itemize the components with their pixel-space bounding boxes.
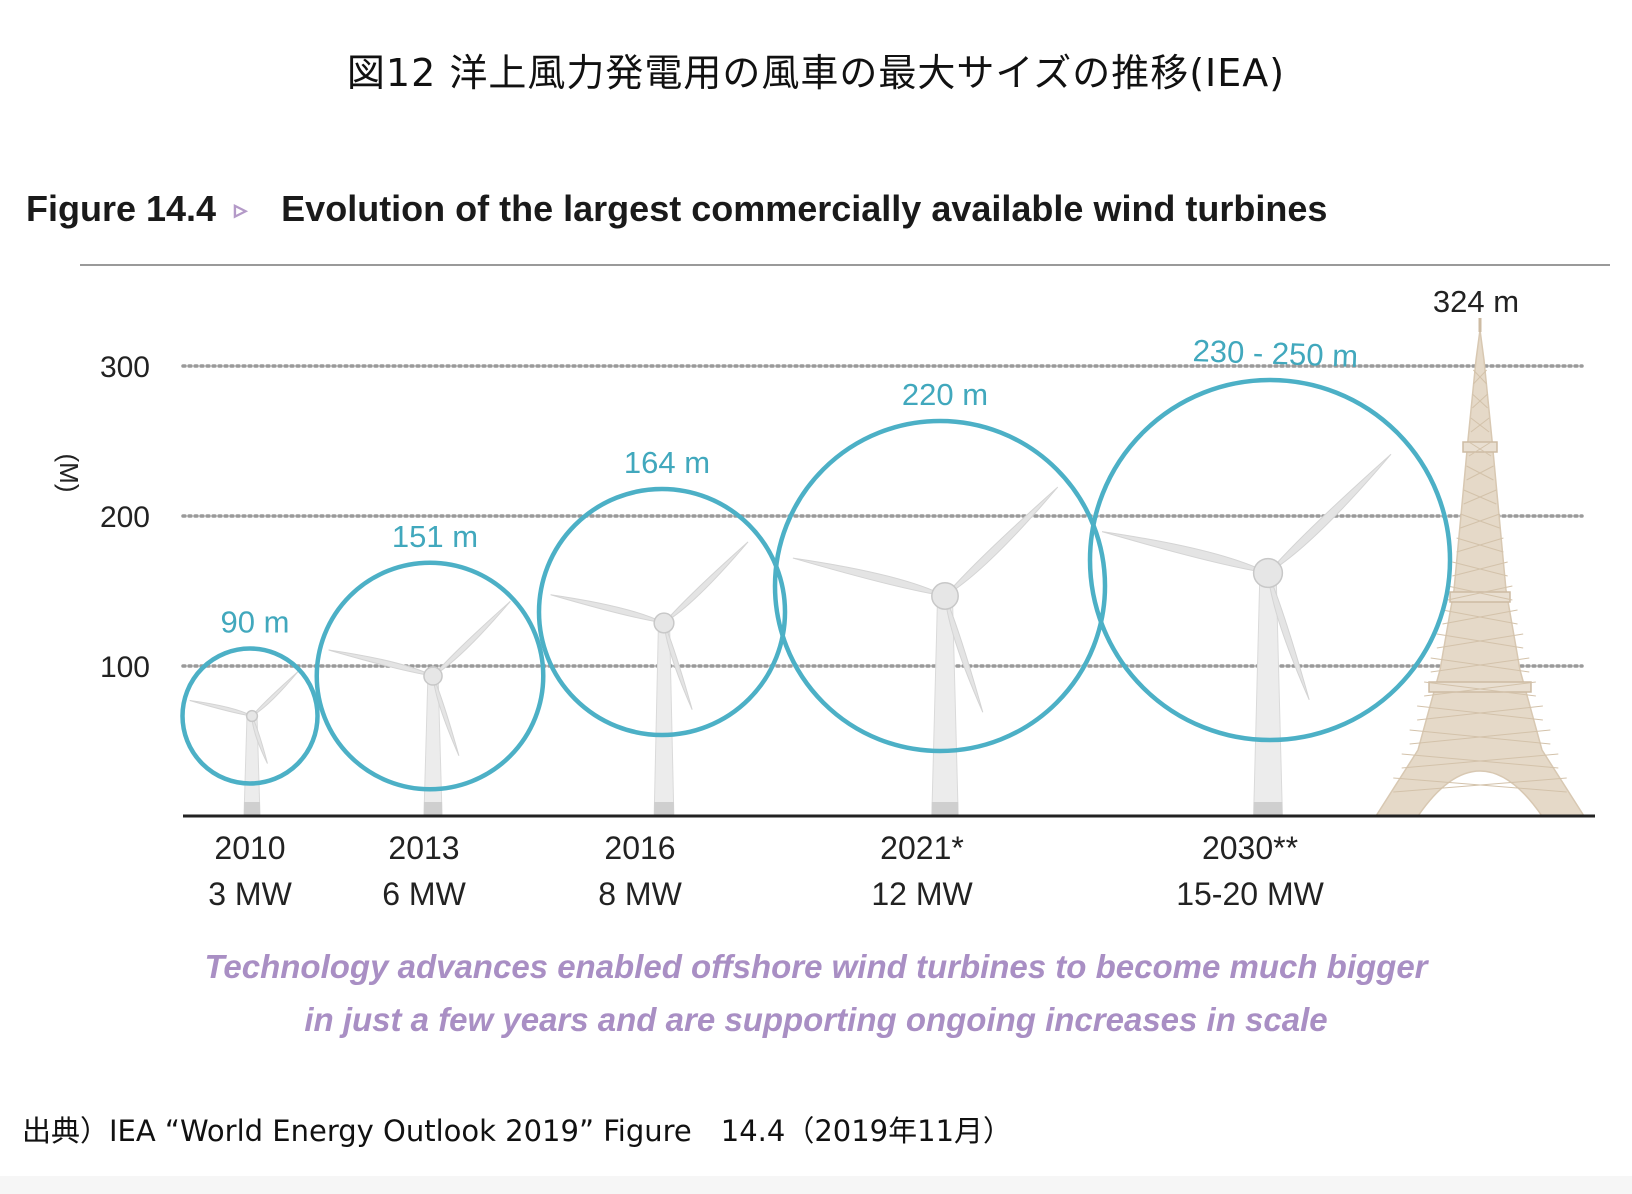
page-title: 図12 洋上風力発電用の風車の最大サイズの推移(IEA) bbox=[346, 51, 1286, 95]
turbine-blade bbox=[1101, 531, 1269, 574]
rotor-size-label: 230 - 250 m bbox=[1192, 333, 1359, 374]
category-year-label: 2013 bbox=[388, 830, 459, 866]
figure-number: Figure 14.4 bbox=[26, 188, 217, 229]
category-year-label: 2030** bbox=[1202, 830, 1298, 866]
turbine-blade bbox=[328, 649, 434, 677]
eiffel-tower-lattice bbox=[1472, 393, 1488, 409]
eiffel-tower-lattice bbox=[1442, 609, 1518, 625]
eiffel-tower-lattice bbox=[1452, 561, 1508, 577]
turbine-blade bbox=[663, 622, 693, 710]
turbine-hub bbox=[653, 612, 675, 634]
category-year-label: 2010 bbox=[214, 830, 285, 866]
figure-arrow-icon: ▹ bbox=[234, 194, 248, 224]
rotor-circle-2030 bbox=[1087, 377, 1453, 743]
turbine-blade bbox=[792, 557, 946, 597]
eiffel-tower-lattice bbox=[1424, 681, 1536, 697]
category-capacity-label: 6 MW bbox=[382, 876, 466, 912]
eiffel-tower-lattice bbox=[1447, 585, 1513, 601]
eiffel-tower-platform-3 bbox=[1428, 681, 1532, 693]
turbine-blade bbox=[550, 594, 665, 624]
eiffel-tower-lattice bbox=[1430, 657, 1530, 673]
y-tick-label-100: 100 bbox=[100, 651, 150, 684]
eiffel-tower-platform-1 bbox=[1462, 441, 1498, 453]
y-axis-title: (M) bbox=[54, 454, 84, 493]
rotor-circle-2013 bbox=[314, 560, 546, 792]
turbine-hub bbox=[931, 582, 959, 610]
turbine-foundation bbox=[244, 802, 260, 816]
turbine-2030: 230 - 250 m bbox=[1087, 333, 1453, 817]
category-capacity-label: 12 MW bbox=[871, 876, 973, 912]
turbine-blade bbox=[944, 595, 984, 713]
category-capacity-label: 15-20 MW bbox=[1176, 876, 1324, 912]
source-citation: 出典）IEA “World Energy Outlook 2019” Figur… bbox=[22, 1114, 1013, 1148]
rotor-circle-2010 bbox=[180, 646, 320, 786]
y-axis-ticks: 100 200 300 bbox=[100, 351, 150, 684]
eiffel-tower-lattice bbox=[1472, 369, 1488, 385]
eiffel-tower-lattice bbox=[1463, 489, 1497, 505]
gridlines bbox=[181, 364, 1584, 668]
eiffel-tower-lattice bbox=[1468, 441, 1492, 457]
rotor-size-label: 151 m bbox=[392, 519, 478, 554]
turbine-blade bbox=[251, 671, 299, 717]
turbine-foundation bbox=[1253, 802, 1283, 816]
turbine-2021: 220 m bbox=[772, 377, 1108, 817]
eiffel-tower-lattice bbox=[1436, 633, 1524, 649]
figure-title: Evolution of the largest commercially av… bbox=[281, 188, 1328, 229]
turbine-hub bbox=[423, 666, 443, 686]
figure-header-divider bbox=[80, 264, 1610, 266]
eiffel-tower-lattice bbox=[1460, 513, 1500, 529]
eiffel-tower-lattice bbox=[1456, 537, 1504, 553]
turbine-hub bbox=[245, 709, 259, 723]
rotor-size-label: 90 m bbox=[221, 605, 290, 640]
rotor-circle-2021 bbox=[772, 418, 1108, 754]
turbine-blade bbox=[944, 486, 1059, 597]
eiffel-tower-lattice bbox=[1409, 729, 1551, 745]
turbine-blade bbox=[1267, 453, 1392, 574]
x-axis-category-labels: 2010 3 MW 2013 6 MW 2016 8 MW 2021* 12 MW 2030**… bbox=[208, 830, 1324, 912]
turbine-blade bbox=[432, 675, 460, 757]
turbines: 90 m 151 m 164 m 220 m 230 - 250 m bbox=[180, 333, 1453, 817]
y-tick-label-300: 300 bbox=[100, 351, 150, 384]
turbine-foundation bbox=[423, 802, 443, 816]
footer-band bbox=[0, 1176, 1632, 1194]
eiffel-tower-lattice bbox=[1470, 417, 1490, 433]
turbine-2016: 164 m bbox=[536, 445, 788, 817]
eiffel-tower-lattice bbox=[1417, 705, 1543, 721]
turbine-chart: 100 200 300 (M) 90 m 151 m 164 m 220 m 230 - 2… bbox=[54, 284, 1595, 1038]
turbine-hub bbox=[1252, 557, 1284, 589]
category-year-label: 2021* bbox=[880, 830, 964, 866]
turbine-blade bbox=[432, 600, 511, 677]
caption-line-2: in just a few years and are supporting o… bbox=[304, 1001, 1327, 1038]
rotor-size-label: 164 m bbox=[624, 445, 710, 480]
figure-header: Figure 14.4 ▹ Evolution of the largest c… bbox=[26, 188, 1327, 230]
rotor-circle-2016 bbox=[536, 486, 788, 738]
eiffel-tower-platform-2 bbox=[1449, 591, 1511, 603]
y-tick-label-200: 200 bbox=[100, 501, 150, 534]
turbine-blade bbox=[251, 715, 268, 764]
turbine-blade bbox=[189, 699, 253, 717]
turbine-foundation bbox=[931, 802, 959, 816]
category-capacity-label: 8 MW bbox=[598, 876, 682, 912]
category-capacity-label: 3 MW bbox=[208, 876, 292, 912]
reference-height-label: 324 m bbox=[1433, 284, 1519, 319]
caption-line-1: Technology advances enabled offshore win… bbox=[204, 948, 1429, 985]
rotor-size-label: 220 m bbox=[902, 377, 988, 412]
turbine-blade bbox=[1267, 572, 1310, 701]
eiffel-tower-lattice bbox=[1401, 753, 1559, 769]
eiffel-tower-body bbox=[1374, 329, 1586, 817]
turbine-blade bbox=[663, 541, 749, 624]
category-year-label: 2016 bbox=[604, 830, 675, 866]
turbine-foundation bbox=[654, 802, 674, 816]
eiffel-tower-lattice bbox=[1393, 777, 1567, 793]
eiffel-tower-lattice bbox=[1466, 465, 1494, 481]
eiffel-tower-icon bbox=[1374, 318, 1586, 817]
turbine-2013: 151 m bbox=[314, 519, 546, 817]
turbine-2010: 90 m bbox=[180, 605, 320, 817]
